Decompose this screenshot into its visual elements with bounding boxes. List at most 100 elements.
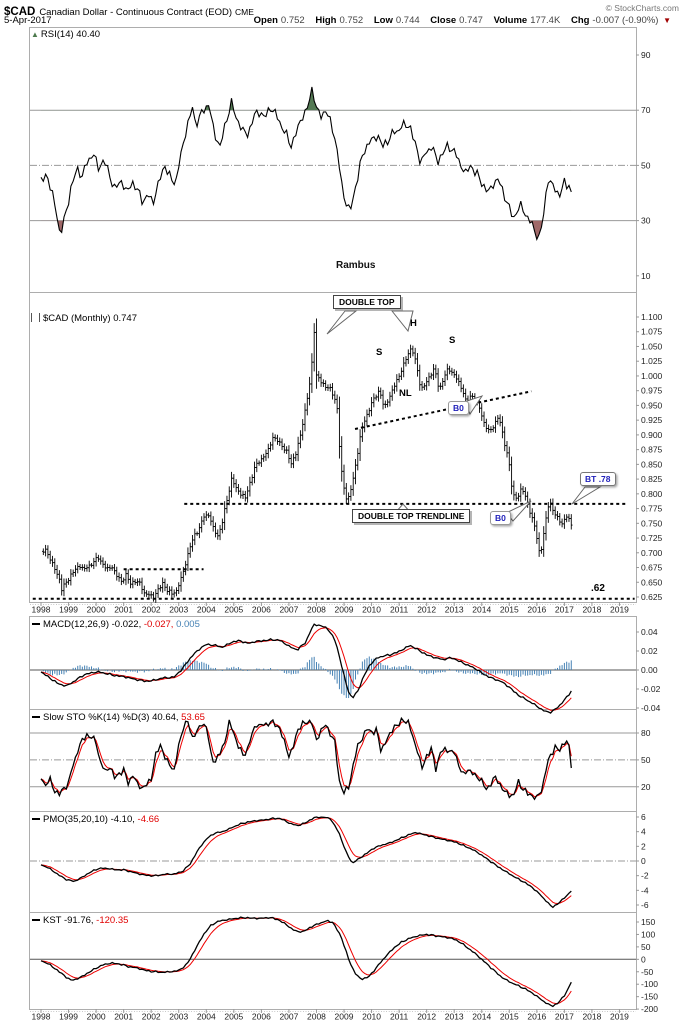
svg-text:-0.02: -0.02 [641, 684, 661, 694]
kst-legend-name: KST [43, 915, 62, 926]
svg-text:2015: 2015 [500, 1012, 519, 1022]
svg-text:1.050: 1.050 [641, 341, 663, 351]
pmo-value: -4.10, [110, 814, 135, 825]
svg-text:6: 6 [641, 812, 646, 822]
svg-text:1999: 1999 [59, 605, 78, 615]
svg-text:0.825: 0.825 [641, 474, 663, 484]
line-swatch-icon [32, 818, 40, 820]
svg-text:-2: -2 [641, 871, 649, 881]
svg-text:2012: 2012 [417, 605, 436, 615]
open-label: Open [253, 15, 278, 26]
svg-text:2013: 2013 [445, 1012, 464, 1022]
high-value: 0.752 [339, 15, 364, 26]
sto-k-value: 40.64, [152, 712, 179, 723]
stockcharts-credit-link[interactable]: © StockCharts.com [605, 3, 679, 13]
svg-text:2005: 2005 [224, 1012, 243, 1022]
quote-date: 5-Apr-2017 [4, 15, 52, 26]
svg-text:2004: 2004 [197, 1012, 216, 1022]
symbol: $CAD [4, 6, 36, 18]
quote-bar: Open 0.752 High 0.752 Low 0.744 Close 0.747 … [246, 15, 671, 26]
line-swatch-icon [32, 623, 40, 625]
svg-text:1998: 1998 [32, 605, 51, 615]
svg-text:-6: -6 [641, 900, 649, 910]
svg-text:2017: 2017 [555, 1012, 574, 1022]
svg-text:0: 0 [641, 954, 646, 964]
svg-text:2006: 2006 [252, 1012, 271, 1022]
open-value: 0.752 [280, 15, 305, 26]
pmo-legend: PMO(35,20,10) -4.10, -4.66 [32, 814, 159, 825]
svg-text:2006: 2006 [252, 605, 271, 615]
sto-legend-name: Slow STO %K(14) %D(3) [43, 712, 150, 723]
svg-text:2009: 2009 [335, 605, 354, 615]
svg-text:2002: 2002 [142, 605, 161, 615]
svg-text:80: 80 [641, 728, 651, 738]
low-value: 0.744 [395, 15, 420, 26]
svg-text:0.00: 0.00 [641, 665, 658, 675]
macd-hist-value: 0.005 [176, 619, 200, 630]
svg-text:0.975: 0.975 [641, 386, 663, 396]
change-label: Chg [570, 15, 590, 26]
breakout-callout-lower: B0 [490, 511, 511, 525]
kst-legend: KST -91.76, -120.35 [32, 915, 128, 926]
svg-text:70: 70 [641, 105, 651, 115]
svg-text:0.725: 0.725 [641, 533, 663, 543]
svg-text:0.775: 0.775 [641, 504, 663, 514]
rsi-legend: ▲ RSI(14) 40.40 [31, 29, 100, 40]
svg-text:0.02: 0.02 [641, 646, 658, 656]
svg-text:2005: 2005 [224, 605, 243, 615]
svg-text:1998: 1998 [32, 1012, 51, 1022]
svg-text:-200: -200 [641, 1004, 658, 1014]
svg-text:50: 50 [641, 942, 651, 952]
neckline-label: NL [399, 388, 412, 399]
svg-text:-0.04: -0.04 [641, 703, 661, 713]
svg-text:2007: 2007 [279, 605, 298, 615]
svg-text:-4: -4 [641, 885, 649, 895]
sto-legend: Slow STO %K(14) %D(3) 40.64, 53.65 [32, 712, 205, 723]
svg-text:90: 90 [641, 50, 651, 60]
svg-text:0.625: 0.625 [641, 592, 663, 602]
svg-text:0.950: 0.950 [641, 400, 663, 410]
svg-text:0.04: 0.04 [641, 627, 658, 637]
svg-text:2003: 2003 [169, 605, 188, 615]
svg-text:2007: 2007 [279, 1012, 298, 1022]
svg-text:-100: -100 [641, 979, 658, 989]
svg-text:1.025: 1.025 [641, 356, 663, 366]
kst-signal-value: -120.35 [96, 915, 129, 926]
svg-text:30: 30 [641, 216, 651, 226]
svg-text:2019: 2019 [610, 1012, 629, 1022]
macd-legend-name: MACD(12,26,9) [43, 619, 109, 630]
svg-text:50: 50 [641, 160, 651, 170]
backtest-callout: BT .78 [580, 472, 616, 486]
macd-legend: MACD(12,26,9) -0.022, -0.027, 0.005 [32, 619, 200, 630]
svg-text:2001: 2001 [114, 1012, 133, 1022]
svg-text:2004: 2004 [197, 605, 216, 615]
svg-text:0.850: 0.850 [641, 459, 663, 469]
svg-text:2011: 2011 [390, 1012, 409, 1022]
svg-text:-50: -50 [641, 967, 654, 977]
svg-text:150: 150 [641, 917, 655, 927]
volume-label: Volume [493, 15, 528, 26]
high-label: High [315, 15, 337, 26]
svg-text:100: 100 [641, 929, 655, 939]
pmo-legend-name: PMO(35,20,10) [43, 814, 108, 825]
svg-text:0.675: 0.675 [641, 563, 663, 573]
svg-text:1.000: 1.000 [641, 371, 663, 381]
support-62-label: .62 [591, 583, 605, 594]
svg-text:2019: 2019 [610, 605, 629, 615]
line-swatch-icon [32, 919, 40, 921]
svg-text:0.875: 0.875 [641, 445, 663, 455]
svg-text:1999: 1999 [59, 1012, 78, 1022]
breakout-callout-upper: B0 [448, 401, 469, 415]
svg-text:2016: 2016 [527, 605, 546, 615]
chart-header: $CAD Canadian Dollar - Continuous Contrac… [4, 2, 254, 20]
svg-text:1.100: 1.100 [641, 312, 663, 322]
close-label: Close [430, 15, 457, 26]
svg-text:20: 20 [641, 782, 651, 792]
svg-text:0.750: 0.750 [641, 518, 663, 528]
price-legend: $CAD (Monthly) 0.747 [31, 313, 137, 324]
svg-text:-150: -150 [641, 992, 658, 1002]
svg-text:2016: 2016 [527, 1012, 546, 1022]
svg-text:0.900: 0.900 [641, 430, 663, 440]
